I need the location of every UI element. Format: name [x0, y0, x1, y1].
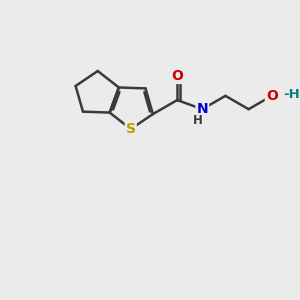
Text: -H: -H — [283, 88, 300, 101]
Text: O: O — [266, 89, 278, 103]
Text: H: H — [194, 114, 203, 127]
Text: N: N — [196, 102, 208, 116]
Text: O: O — [171, 69, 183, 83]
Text: S: S — [126, 122, 136, 136]
